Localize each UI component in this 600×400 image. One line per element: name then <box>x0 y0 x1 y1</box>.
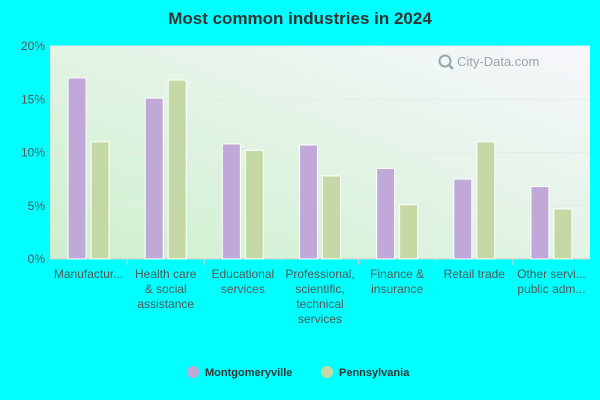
bar-pennsylvania-3 <box>322 175 341 260</box>
bar-montgomeryville-1 <box>144 97 164 260</box>
watermark-text: City-Data.com <box>457 54 539 69</box>
x-category-label: Professional, scientific, technical service… <box>285 267 354 326</box>
y-tick-label: 10% <box>21 146 45 160</box>
legend-swatch-pennsylvania <box>321 366 333 378</box>
magnifier-icon <box>438 54 454 70</box>
x-category-label: Other servi... public adm... <box>517 267 586 296</box>
bar-pennsylvania-5 <box>476 141 496 260</box>
y-tick-label: 5% <box>28 199 46 213</box>
legend: Montgomeryville Pennsylvania <box>187 366 410 379</box>
x-category-label: Health care & social assistance <box>135 267 197 311</box>
y-tick-label: 20% <box>21 39 45 53</box>
legend-label-montgomeryville: Montgomeryville <box>205 367 292 379</box>
x-category-label: Retail trade <box>444 267 506 281</box>
bar-montgomeryville-3 <box>299 144 318 260</box>
x-axis-labels: Manufactur... Health care & social assistan… <box>54 259 586 326</box>
bar-pennsylvania-2 <box>244 149 264 260</box>
x-category-label: Educational services <box>211 267 274 296</box>
y-tick-label: 15% <box>21 92 45 106</box>
y-axis-ticks: 0% 5% 10% 15% 20% <box>21 39 45 266</box>
bar-montgomeryville-5 <box>453 178 473 260</box>
x-category-label: Manufactur... <box>54 267 123 281</box>
bar-montgomeryville-0 <box>67 77 87 260</box>
legend-swatch-montgomeryville <box>187 366 199 378</box>
chart-title: Most common industries in 2024 <box>168 9 432 28</box>
bar-pennsylvania-6 <box>553 208 573 260</box>
bar-pennsylvania-0 <box>90 141 110 260</box>
bar-pennsylvania-4 <box>399 204 419 260</box>
x-category-label: Finance & insurance <box>370 267 424 296</box>
watermark: City-Data.com <box>438 54 539 70</box>
grid-lines <box>50 45 590 260</box>
bar-pennsylvania-1 <box>167 79 187 260</box>
bar-montgomeryville-2 <box>221 143 241 260</box>
y-tick-label: 0% <box>28 252 46 266</box>
bar-montgomeryville-4 <box>376 167 396 260</box>
bar-montgomeryville-6 <box>530 186 550 260</box>
bars <box>67 77 573 260</box>
legend-label-pennsylvania: Pennsylvania <box>339 367 410 379</box>
